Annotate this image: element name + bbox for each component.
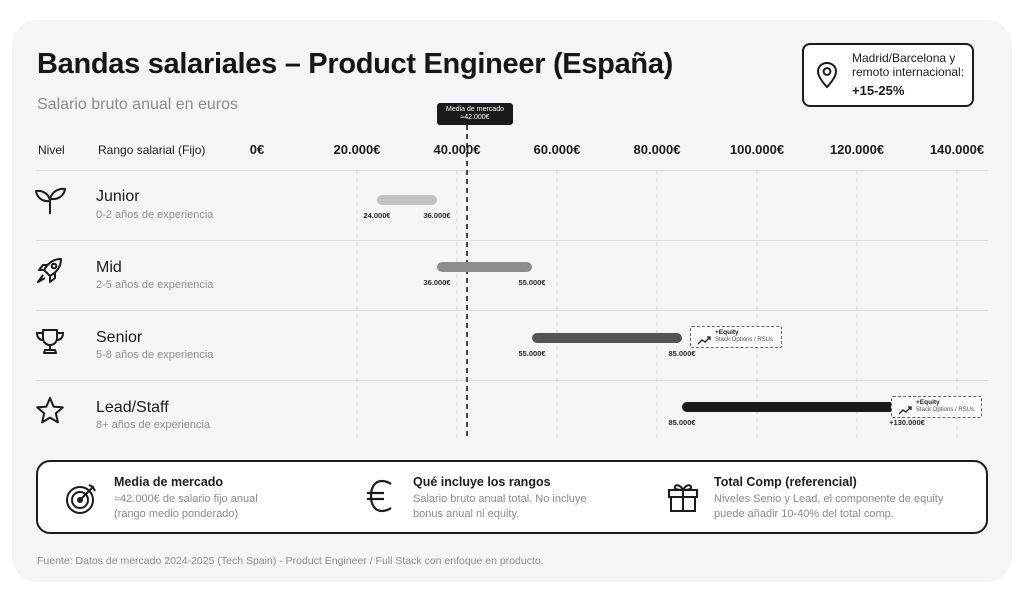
salary-bar-senior bbox=[532, 333, 682, 343]
x-tick-label: 0€ bbox=[249, 142, 265, 157]
info-text-average: ≈42.000€ de salario fijo anual (rango me… bbox=[114, 492, 258, 522]
region-note-value: +15-25% bbox=[852, 83, 905, 98]
bar-value-label: 36.000€ bbox=[423, 211, 451, 220]
info-line: Salario bruto anual total. No incluye bbox=[413, 493, 587, 505]
bar-value-label: 85.000€ bbox=[668, 418, 696, 427]
row-title-junior: Junior bbox=[96, 188, 140, 205]
row-subtitle-mid: 2-5 años de experiencia bbox=[96, 279, 214, 291]
row-separator bbox=[36, 310, 988, 311]
row-title-senior: Senior bbox=[96, 329, 143, 346]
equity-note-lead: +Equity Stack Options / RSUs bbox=[891, 396, 982, 418]
average-badge-value: ≈42.000€ bbox=[460, 114, 490, 121]
x-tick-label: 60.000€ bbox=[533, 142, 581, 157]
row-title-lead-staff: Lead/Staff bbox=[96, 399, 169, 416]
column-header-level: Nivel bbox=[38, 143, 65, 157]
star-icon bbox=[34, 396, 66, 431]
map-pin-icon bbox=[816, 61, 838, 94]
row-separator bbox=[36, 240, 988, 241]
x-tick-label: 20.000€ bbox=[333, 142, 381, 157]
salary-bar-mid bbox=[437, 262, 532, 272]
bar-value-label: 55.000€ bbox=[518, 349, 546, 358]
info-line: ≈42.000€ de salario fijo anual bbox=[114, 493, 258, 505]
info-line: (rango medio ponderado) bbox=[114, 508, 239, 520]
page-title: Bandas salariales – Product Engineer (Es… bbox=[37, 48, 674, 80]
info-title-average: Media de mercado bbox=[114, 475, 224, 489]
row-separator bbox=[36, 380, 988, 381]
row-subtitle-lead-staff: 8+ años de experiencia bbox=[96, 419, 211, 431]
chart-up-icon bbox=[898, 402, 912, 420]
x-tick-label: 120.000€ bbox=[829, 142, 885, 157]
target-icon bbox=[64, 482, 98, 521]
region-note-text: Madrid/Barcelona y remoto internacional: bbox=[852, 51, 965, 79]
row-separator bbox=[36, 170, 988, 171]
equity-note-title: +Equity bbox=[715, 329, 739, 336]
row-subtitle-junior: 0-2 años de experiencia bbox=[96, 209, 214, 221]
chart-up-icon bbox=[697, 332, 711, 350]
average-badge: Media de mercado ≈42.000€ bbox=[437, 103, 513, 125]
bar-value-label: 24.000€ bbox=[363, 211, 391, 220]
info-line: bonus anual ni equity. bbox=[413, 508, 520, 520]
row-title-mid: Mid bbox=[96, 259, 122, 276]
trophy-icon bbox=[34, 327, 66, 362]
salary-bar-junior bbox=[377, 195, 437, 205]
average-badge-label: Media de mercado bbox=[446, 106, 504, 113]
bar-value-label: 36.000€ bbox=[423, 278, 451, 287]
x-tick-label: 100.000€ bbox=[729, 142, 785, 157]
info-title-total-comp: Total Comp (referencial) bbox=[714, 475, 857, 489]
info-title-ranges: Qué incluye los rangos bbox=[413, 475, 551, 489]
bar-value-label: 85.000€ bbox=[668, 349, 696, 358]
equity-note-senior: +Equity Stack Options / RSUs bbox=[690, 326, 782, 348]
x-tick-label: 140.000€ bbox=[929, 142, 985, 157]
region-note: Madrid/Barcelona y remoto internacional:… bbox=[802, 43, 974, 107]
sprout-icon bbox=[34, 186, 68, 221]
x-tick-label: 40.000€ bbox=[433, 142, 481, 157]
salary-bar-lead-staff bbox=[682, 402, 907, 412]
gift-icon bbox=[666, 480, 700, 519]
equity-note-text: Stack Options / RSUs bbox=[916, 407, 975, 413]
info-line: Niveles Senio y Lead, el componente de e… bbox=[714, 493, 944, 505]
source-note: Fuente: Datos de mercado 2024-2025 (Tech… bbox=[37, 555, 544, 567]
row-subtitle-senior: 5-8 años de experiencia bbox=[96, 349, 214, 361]
bar-value-label: +130.000€ bbox=[889, 418, 925, 427]
equity-note-title: +Equity bbox=[916, 399, 940, 406]
info-text-total-comp: Niveles Senio y Lead, el componente de e… bbox=[714, 492, 943, 522]
rocket-icon bbox=[34, 255, 66, 292]
page-subtitle: Salario bruto anual en euros bbox=[37, 96, 239, 113]
info-text-ranges: Salario bruto anual total. No incluye bo… bbox=[413, 492, 587, 522]
x-tick-label: 80.000€ bbox=[633, 142, 681, 157]
euro-icon bbox=[366, 478, 396, 519]
info-line: puede añadir 10-40% del total comp. bbox=[714, 508, 894, 520]
equity-note-text: Stack Options / RSUs bbox=[715, 337, 774, 343]
info-panel: Media de mercado ≈42.000€ de salario fij… bbox=[36, 460, 988, 534]
bar-value-label: 55.000€ bbox=[518, 278, 546, 287]
column-header-range: Rango salarial (Fijo) bbox=[98, 143, 206, 157]
